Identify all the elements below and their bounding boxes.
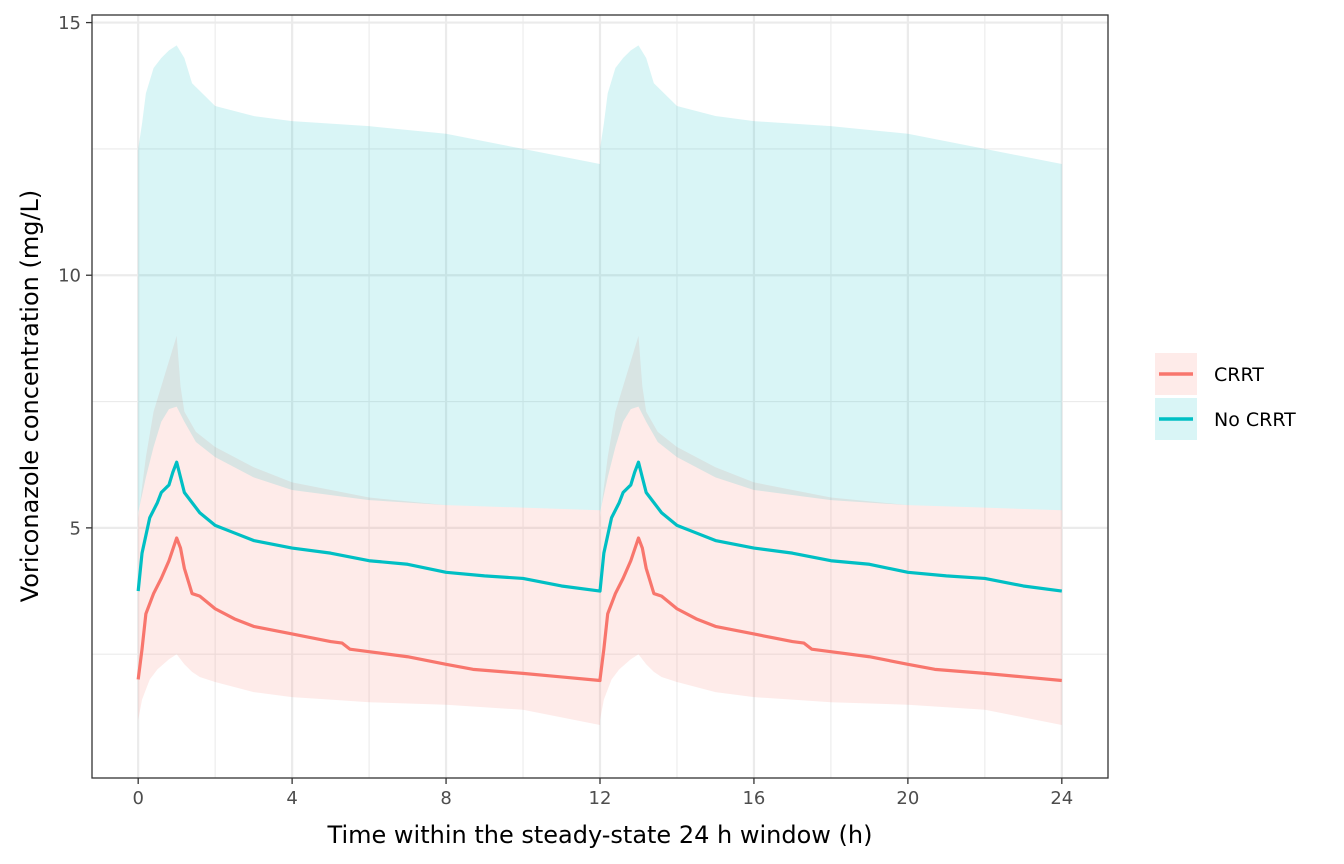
grid-lines bbox=[92, 15, 1108, 778]
y-tick-label: 10 bbox=[58, 266, 81, 287]
series-lines bbox=[136, 460, 1063, 683]
ci-ribbon-crrt bbox=[138, 335, 1062, 725]
y-tick-label: 5 bbox=[70, 518, 81, 539]
x-tick-label: 4 bbox=[286, 788, 297, 809]
confidence-ribbons bbox=[138, 45, 1062, 725]
y-axis-title: Voriconazole concentration (mg/L) bbox=[16, 190, 44, 603]
x-tick-label: 8 bbox=[440, 788, 451, 809]
x-tick-label: 0 bbox=[132, 788, 143, 809]
x-tick-label: 16 bbox=[742, 788, 765, 809]
ci-ribbon-no-crrt bbox=[138, 45, 1062, 513]
y-tick-label: 15 bbox=[58, 13, 81, 34]
x-tick-label: 24 bbox=[1050, 788, 1073, 809]
axes: 0 4 8 12 16 20 24 5 10 15 bbox=[58, 13, 1073, 809]
x-tick-label: 20 bbox=[896, 788, 919, 809]
legend: CRRT No CRRT bbox=[1155, 353, 1296, 440]
median-line-no-crrt bbox=[136, 460, 1063, 593]
legend-label-no-crrt: No CRRT bbox=[1214, 409, 1296, 431]
x-tick-label: 12 bbox=[589, 788, 612, 809]
median-line-crrt bbox=[136, 536, 1062, 683]
legend-label-crrt: CRRT bbox=[1214, 364, 1264, 386]
x-axis-title: Time within the steady-state 24 h window… bbox=[327, 821, 873, 849]
